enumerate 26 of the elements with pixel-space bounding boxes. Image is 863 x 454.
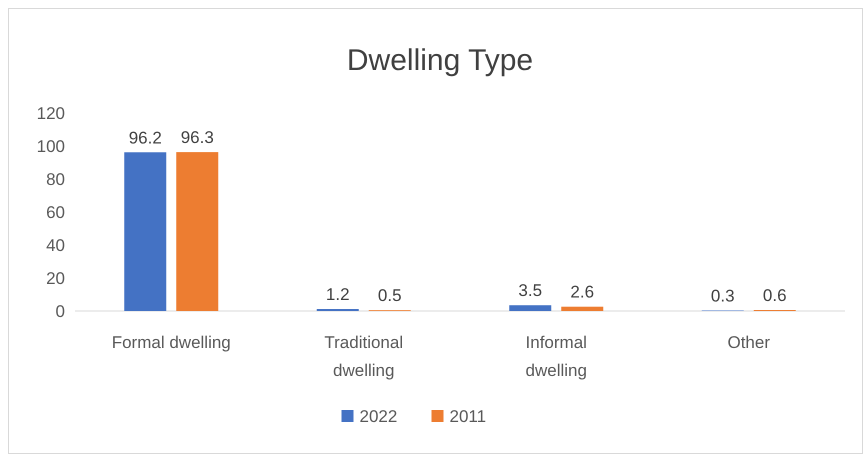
x-tick-label: Other bbox=[727, 333, 770, 352]
bar bbox=[176, 152, 218, 311]
y-tick-label: 100 bbox=[36, 136, 65, 156]
x-tick-label: Traditional dwelling bbox=[324, 333, 404, 380]
x-tick-label: Informal dwelling bbox=[526, 333, 587, 380]
chart-title: Dwelling Type bbox=[346, 44, 534, 77]
data-label: 2.6 bbox=[570, 282, 594, 302]
data-label: 1.2 bbox=[326, 285, 350, 304]
legend-label: 2011 bbox=[450, 407, 486, 426]
bar bbox=[509, 305, 552, 311]
y-tick-label: 80 bbox=[46, 170, 65, 189]
data-label: 0.6 bbox=[762, 286, 787, 306]
y-tick-label: 120 bbox=[36, 104, 65, 123]
data-label: 0.3 bbox=[710, 286, 735, 306]
y-tick-label: 40 bbox=[46, 236, 65, 255]
bar bbox=[561, 306, 604, 311]
y-tick-label: 20 bbox=[46, 268, 65, 288]
bar bbox=[124, 152, 166, 311]
y-tick-label: 60 bbox=[46, 202, 65, 222]
data-label: 96.2 bbox=[128, 128, 162, 148]
data-label: 3.5 bbox=[518, 281, 542, 300]
data-label: 0.5 bbox=[378, 286, 402, 306]
y-tick-label: 0 bbox=[56, 302, 65, 321]
x-tick-label: Formal dwelling bbox=[112, 333, 231, 352]
legend-label: 2022 bbox=[360, 407, 398, 426]
data-label: 96.3 bbox=[180, 128, 214, 148]
